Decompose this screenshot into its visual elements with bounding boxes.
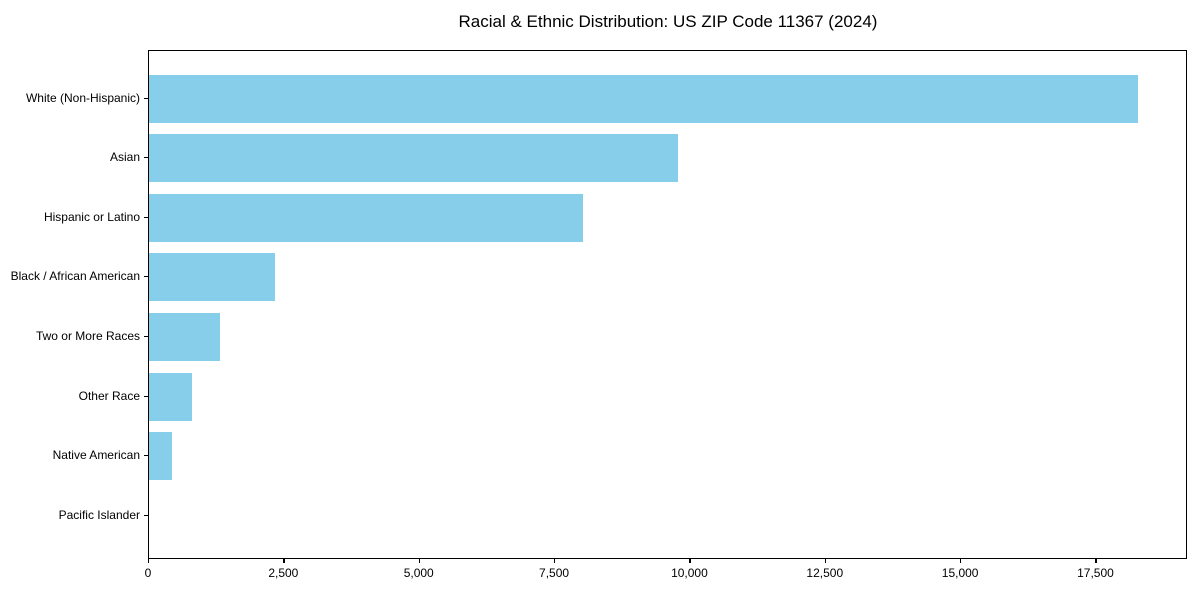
x-tick-mark [824, 559, 826, 563]
y-tick-label-black-african-american: Black / African American [10, 269, 140, 284]
y-tick-label-native-american: Native American [52, 448, 140, 463]
x-tick-mark [283, 559, 285, 563]
bar-white-non-hispanic [149, 74, 1139, 123]
y-tick-mark [144, 97, 148, 99]
chart-title: Racial & Ethnic Distribution: US ZIP Cod… [458, 12, 878, 31]
y-tick-label-other-race: Other Race [78, 388, 140, 403]
bar-other-race [149, 372, 193, 421]
x-tick-label-7500: 7,500 [539, 566, 570, 580]
bar-hispanic-or-latino [149, 193, 584, 242]
y-tick-mark [144, 157, 148, 159]
x-tick-label-17500: 17,500 [1077, 566, 1114, 580]
x-tick-mark [689, 559, 691, 563]
x-tick-label-5000: 5,000 [403, 566, 434, 580]
x-tick-label-10000: 10,000 [671, 566, 708, 580]
x-tick-label-15000: 15,000 [941, 566, 979, 580]
y-tick-label-white-non-hispanic: White (Non-Hispanic) [25, 90, 140, 105]
bar-native-american [149, 432, 173, 481]
bar-asian [149, 134, 678, 183]
x-tick-mark [554, 559, 556, 563]
x-tick-label-0: 0 [144, 566, 152, 580]
y-tick-mark [144, 216, 148, 218]
y-tick-mark [144, 514, 148, 516]
y-tick-label-asian: Asian [109, 150, 140, 165]
bar-two-or-more-races [149, 312, 221, 361]
y-tick-mark [144, 276, 148, 278]
y-tick-mark [144, 455, 148, 457]
x-tick-label-12500: 12,500 [806, 566, 844, 580]
plot-area [148, 50, 1187, 559]
y-tick-mark [144, 335, 148, 338]
x-tick-mark [960, 559, 962, 563]
y-tick-label-two-or-more-races: Two or More Races [35, 328, 140, 343]
x-tick-mark [148, 559, 150, 563]
x-tick-label-2500: 2,500 [268, 566, 299, 580]
x-tick-mark [1095, 559, 1097, 563]
y-tick-label-hispanic-or-latino: Hispanic or Latino [43, 209, 140, 224]
bar-black-african-american [149, 253, 275, 302]
y-tick-mark [144, 395, 148, 397]
y-tick-label-pacific-islander: Pacific Islander [58, 507, 140, 522]
x-tick-mark [418, 559, 420, 563]
